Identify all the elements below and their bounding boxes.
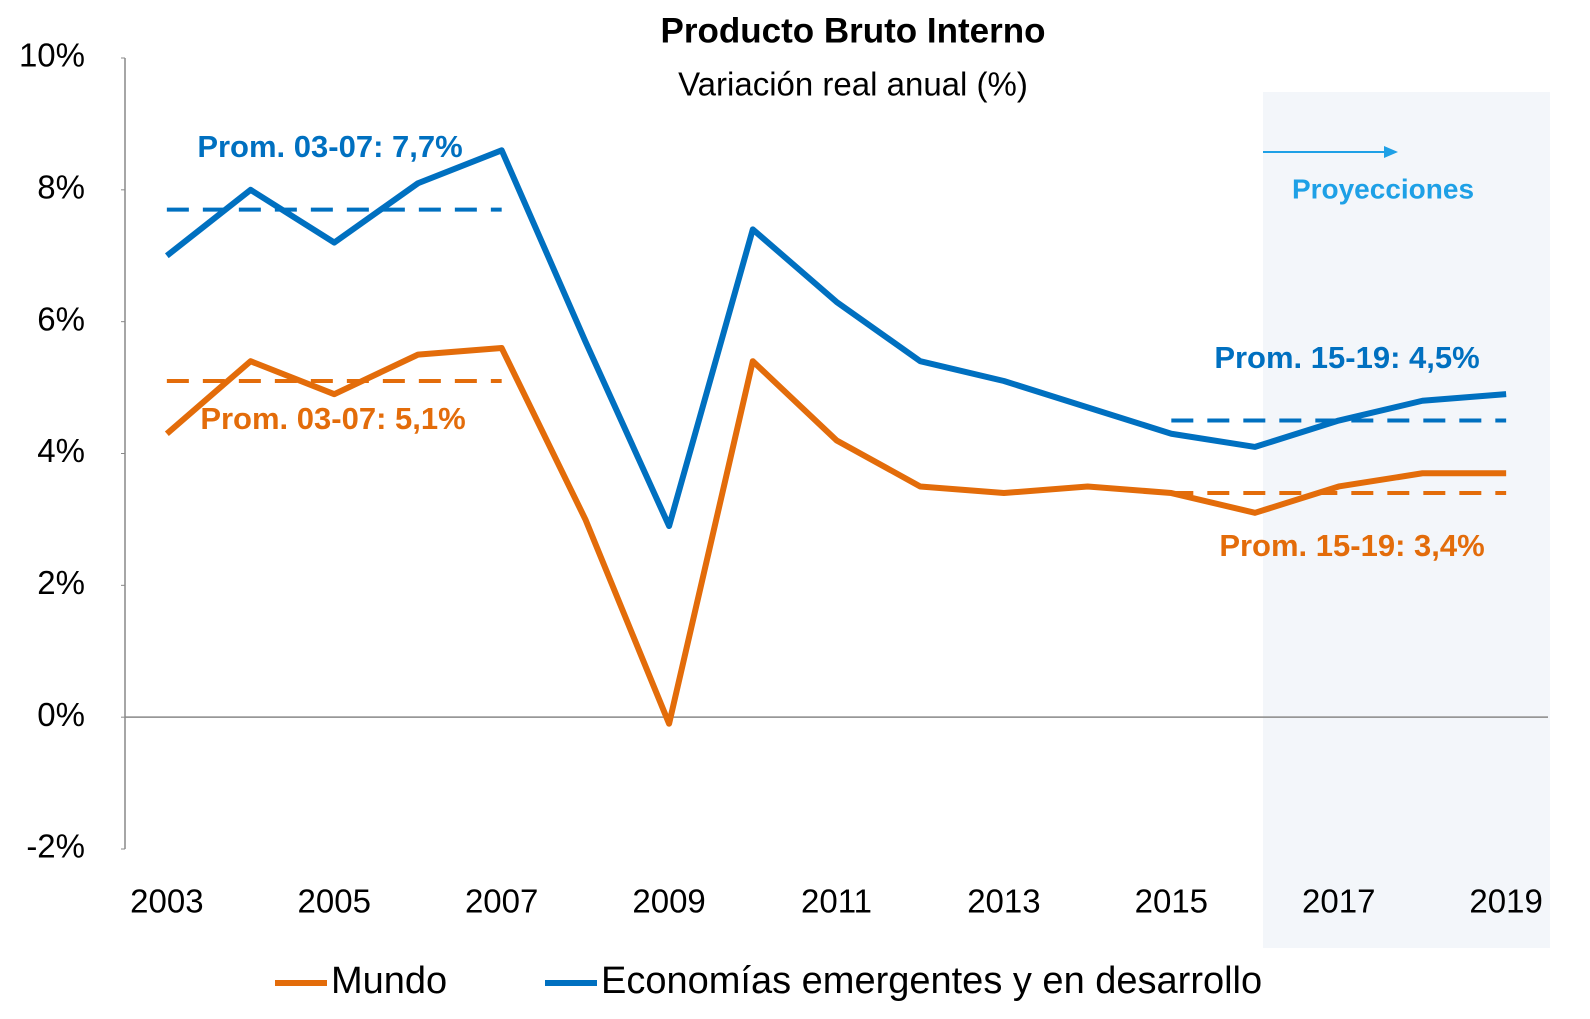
average-label: Prom. 15-19: 3,4% [1219,528,1484,563]
projection-arrowhead [1384,146,1398,158]
average-label: Prom. 03-07: 5,1% [200,401,465,436]
x-tick-label: 2009 [632,883,705,920]
series-line [164,345,1507,727]
chart-title: Producto Bruto Interno [661,11,1046,50]
y-tick-label: 4% [37,432,85,469]
legend-label: Economías emergentes y en desarrollo [601,960,1262,1002]
y-tick-label: 10% [19,37,85,74]
x-tick-label: 2019 [1469,883,1542,920]
x-tick-label: 2017 [1302,883,1375,920]
chart-subtitle: Variación real anual (%) [678,66,1028,103]
x-tick-label: 2003 [130,883,203,920]
y-tick-label: 2% [37,564,85,601]
average-label: Prom. 03-07: 7,7% [197,129,462,164]
y-tick-label: 6% [37,300,85,337]
y-tick-label: -2% [26,828,85,865]
x-tick-label: 2013 [967,883,1040,920]
y-tick-label: 0% [37,696,85,733]
series-line [164,147,1507,530]
x-tick-label: 2005 [298,883,371,920]
x-tick-label: 2011 [801,883,872,920]
y-tick-label: 8% [37,169,85,206]
legend-label: Mundo [331,960,447,1002]
average-label: Prom. 15-19: 4,5% [1214,340,1479,375]
projection-label: Proyecciones [1292,173,1474,204]
x-tick-label: 2007 [465,883,538,920]
x-tick-label: 2015 [1135,883,1208,920]
projection-area [1263,92,1550,948]
